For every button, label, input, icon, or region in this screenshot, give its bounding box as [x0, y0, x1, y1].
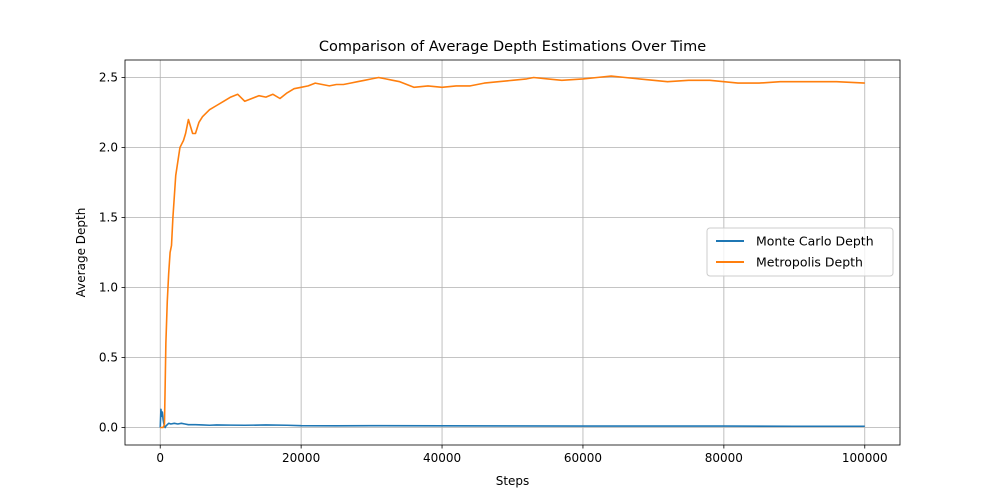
x-tick-label: 0 [156, 451, 164, 465]
x-tick-label: 20000 [282, 451, 320, 465]
x-tick-label: 100000 [842, 451, 888, 465]
chart-title: Comparison of Average Depth Estimations … [319, 39, 706, 55]
x-axis-label: Steps [496, 474, 530, 488]
legend: Monte Carlo Depth Metropolis Depth [706, 227, 894, 277]
y-tick-label: 1.5 [99, 211, 118, 225]
x-tick-label: 60000 [564, 451, 602, 465]
x-tick-label: 40000 [423, 451, 461, 465]
series-layer [159, 75, 865, 429]
legend-label-metropolis: Metropolis Depth [756, 255, 863, 270]
y-tick-label: 1.0 [99, 281, 118, 295]
plot-frame [124, 59, 901, 446]
legend-label-monte-carlo: Monte Carlo Depth [756, 234, 874, 249]
x-axis-ticks: 0 20000 40000 60000 80000 100000 [156, 445, 888, 465]
y-axis-ticks: 0.0 0.5 1.0 1.5 2.0 2.5 [99, 71, 125, 435]
legend-box [706, 227, 894, 277]
y-axis-label: Average Depth [74, 208, 88, 298]
y-tick-label: 0.0 [99, 421, 118, 435]
y-tick-label: 2.0 [99, 141, 118, 155]
grid-lines [125, 60, 900, 445]
y-tick-label: 0.5 [99, 351, 118, 365]
y-tick-label: 2.5 [99, 71, 118, 85]
x-tick-label: 80000 [705, 451, 743, 465]
series-line-metropolis [160, 75, 865, 429]
